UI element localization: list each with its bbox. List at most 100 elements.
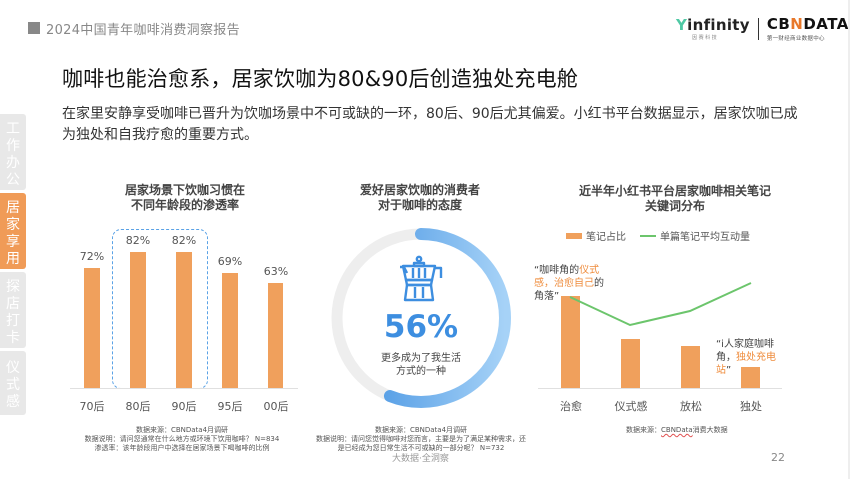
tab-char: 公 <box>6 172 20 188</box>
header-marker <box>28 22 40 34</box>
tab-char: 办 <box>6 155 20 171</box>
tab-char: 探 <box>6 279 20 295</box>
logo-infinity-text: infinity <box>687 15 750 34</box>
chart2-note-desc2: 是已经成为您日常生活不可或缺的一部分呢？ N=732 <box>337 444 505 452</box>
chart1-note-source: 数据来源：CBNData4月调研 <box>135 426 229 434</box>
highlight-box-80-90 <box>112 229 208 389</box>
legend-label-line: 单篇笔记平均互动量 <box>660 232 750 243</box>
legend-label-bar: 笔记占比 <box>586 232 626 243</box>
x-label-solitude: 独处 <box>740 400 762 413</box>
chart2-title: 爱好居家饮咖的消费者 对于咖啡的态度 <box>335 183 505 213</box>
donut-desc-line2: 方式的一种 <box>396 366 446 377</box>
side-tab-home-enjoy[interactable]: 居 家 享 用 <box>0 193 26 269</box>
bar-solitude <box>741 367 760 388</box>
quote2-highlight: 独处充电站 <box>716 352 776 376</box>
chart3-baseline <box>538 388 782 389</box>
chart3-legend: 笔记占比 单篇笔记平均互动量 <box>566 228 750 243</box>
bar-value-00s: 63% <box>263 265 289 278</box>
quote-solitude-station: “i人家庭咖啡角，独处充电站” <box>716 338 780 377</box>
x-label-00s: 00后 <box>263 400 289 413</box>
bar-90s <box>176 252 192 388</box>
chart3-title-line1: 近半年小红书平台居家咖啡相关笔记 <box>578 184 771 198</box>
page-number: 22 <box>771 451 785 464</box>
logo-y-mark: Y <box>676 15 688 34</box>
logo-infinity-sub: 因 赛 科 技 <box>692 34 717 41</box>
bar-value-80s: 82% <box>125 234 151 247</box>
side-tab-work-office[interactable]: 工 作 办 公 <box>0 114 26 190</box>
tab-char: 居 <box>6 200 20 216</box>
donut-desc-line1: 更多成为了我生活 <box>381 353 461 364</box>
tab-char: 用 <box>6 251 20 267</box>
chart3-note-prefix: 数据来源： <box>626 426 661 434</box>
legend-swatch-line <box>640 234 656 237</box>
chart1-title-line1: 居家场景下饮咖习惯在 <box>124 183 245 197</box>
logo-cbn-sub: 第一财经商业数据中心 <box>766 35 825 42</box>
chart3-title-line2: 关键词分布 <box>644 199 705 213</box>
tab-char: 作 <box>6 138 20 154</box>
bar-95s <box>222 273 238 388</box>
intro-paragraph: 在家里安静享受咖啡已晋升为饮咖场景中不可或缺的一环，80后、90后尤其偏爱。小红… <box>62 106 798 143</box>
donut-arc-56 <box>331 228 511 408</box>
tab-char: 感 <box>6 394 20 410</box>
page-edge <box>848 0 850 479</box>
logo-cb: CB <box>766 14 791 33</box>
infinity-logo: Yinfinity 因 赛 科 技 <box>676 15 750 41</box>
footer-tagline: 大数据·全洞察 <box>392 454 449 464</box>
chart3-note-suffix: 消费大数据 <box>692 426 728 434</box>
bar-00s <box>268 283 283 388</box>
side-tab-cafe-visit[interactable]: 探 店 打 卡 <box>0 272 26 348</box>
chart1-notes: 数据来源：CBNData4月调研 数据说明：请问您通常在什么地方或环境下饮用咖啡… <box>70 426 294 453</box>
logo-data: DATA <box>803 14 849 33</box>
interaction-line-chart <box>569 282 752 327</box>
bar-relax <box>681 346 700 388</box>
donut-description: 更多成为了我生活 方式的一种 <box>361 352 481 378</box>
chart2-title-line1: 爱好居家饮咖的消费者 <box>359 183 480 197</box>
chart1-title-line2: 不同年龄段的渗透率 <box>130 198 239 212</box>
chart2-note-source: 数据来源：CBNData4月调研 <box>374 426 468 434</box>
logo-n: N <box>790 14 804 33</box>
x-label-ritual: 仪式感 <box>614 400 648 413</box>
interaction-line <box>569 282 752 327</box>
chart3-note-source: CBNData <box>661 426 693 434</box>
quote1-text-end: 的角落” <box>534 278 604 302</box>
tab-char: 享 <box>6 234 20 250</box>
bar-70s <box>84 268 100 388</box>
report-title: 2024中国青年咖啡消费洞察报告 <box>46 23 240 38</box>
tab-char: 工 <box>6 121 20 137</box>
tab-char: 店 <box>6 296 20 312</box>
bar-healing <box>561 296 580 388</box>
x-label-95s: 95后 <box>217 400 243 413</box>
tab-char: 式 <box>6 377 20 393</box>
chart3-title: 近半年小红书平台居家咖啡相关笔记 关键词分布 <box>555 184 795 214</box>
chart1-title: 居家场景下饮咖习惯在 不同年龄段的渗透率 <box>80 183 290 213</box>
x-label-90s: 90后 <box>171 400 197 413</box>
quote-healing-corner: “咖啡角的仪式感，治愈自己的角落” <box>534 264 604 303</box>
chart1-note-rate: 渗透率：该年龄段用户中选择在居家场景下喝咖啡的比例 <box>94 444 270 452</box>
x-label-70s: 70后 <box>79 400 105 413</box>
chart2-notes: 数据来源：CBNData4月调研 数据说明：请问您觉得咖啡对您而言，主要是为了满… <box>316 426 526 453</box>
side-tab-ritual[interactable]: 仪 式 感 <box>0 351 26 415</box>
tab-char: 仪 <box>6 360 20 376</box>
chart2-title-line2: 对于咖啡的态度 <box>377 198 462 212</box>
cbndata-logo: CBNDATA 第一财经商业数据中心 <box>766 14 849 42</box>
donut-chart <box>331 228 511 408</box>
x-label-healing: 治愈 <box>560 400 582 413</box>
quote2-text-end: ” <box>726 365 732 376</box>
page-title: 咖啡也能治愈系，居家饮咖为80&90后创造独处充电舱 <box>62 67 579 91</box>
x-label-relax: 放松 <box>680 400 702 413</box>
quote2-text: “i人家庭咖啡角， <box>716 339 774 363</box>
logo-divider <box>757 18 759 40</box>
brand-logos: Yinfinity 因 赛 科 技 CBNDATA 第一财经商业数据中心 <box>676 14 849 44</box>
legend-swatch-bar <box>566 232 582 239</box>
donut-percentage: 56% <box>383 309 459 345</box>
bar-value-70s: 72% <box>79 250 105 263</box>
tab-char: 家 <box>6 217 20 233</box>
bar-value-90s: 82% <box>171 234 197 247</box>
chart1-baseline <box>70 388 298 389</box>
tab-char: 打 <box>6 313 20 329</box>
moka-pot-icon <box>400 255 443 302</box>
quote1-highlight: 仪式感，治愈自己 <box>534 265 600 289</box>
quote1-text: “咖啡角的 <box>534 265 580 276</box>
chart3-notes: 数据来源：CBNData消费大数据 <box>626 426 728 435</box>
x-label-80s: 80后 <box>125 400 151 413</box>
